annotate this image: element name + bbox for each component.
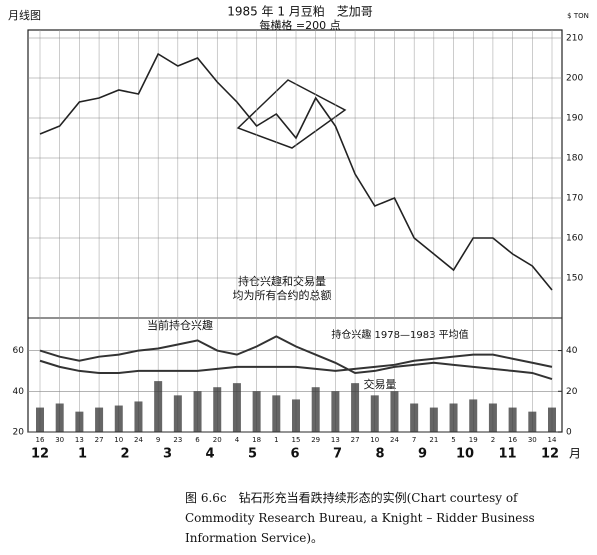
y-tick-label: 160 bbox=[566, 234, 583, 244]
month-label: 6 bbox=[290, 447, 299, 462]
month-label: 9 bbox=[418, 447, 427, 462]
volume-bar bbox=[370, 395, 379, 432]
volume-bar bbox=[114, 405, 123, 432]
x-tick-label: 29 bbox=[311, 436, 320, 444]
volume-bar bbox=[410, 403, 419, 432]
volume-bar bbox=[36, 407, 44, 432]
month-label: 10 bbox=[456, 447, 474, 462]
x-tick-label: 13 bbox=[75, 436, 84, 444]
volume-bar bbox=[548, 407, 556, 432]
volume-bar bbox=[488, 403, 497, 432]
month-label: 7 bbox=[333, 447, 342, 462]
y2-tick-label: 0 bbox=[566, 428, 572, 438]
y-tick-label: 210 bbox=[566, 34, 583, 44]
y-tick-label: 60 bbox=[13, 346, 25, 356]
x-tick-label: 20 bbox=[213, 436, 222, 444]
volume-bar bbox=[469, 399, 478, 432]
volume-bar bbox=[75, 411, 84, 432]
month-label: 12 bbox=[31, 447, 49, 462]
series-line bbox=[39, 353, 553, 374]
chart-title: 1985 年 1 月豆粕 芝加哥 bbox=[227, 4, 373, 19]
x-tick-label: 18 bbox=[252, 436, 261, 444]
x-tick-label: 14 bbox=[548, 436, 557, 444]
x-tick-label: 7 bbox=[412, 436, 416, 444]
volume-bar bbox=[173, 395, 182, 432]
x-tick-label: 19 bbox=[469, 436, 478, 444]
x-tick-label: 24 bbox=[134, 436, 143, 444]
series-line bbox=[39, 52, 553, 291]
x-tick-label: 10 bbox=[114, 436, 123, 444]
volume-bar bbox=[272, 395, 281, 432]
month-unit: 月 bbox=[569, 447, 581, 461]
volume-bar bbox=[449, 403, 458, 432]
x-tick-label: 27 bbox=[95, 436, 104, 444]
diamond-pattern bbox=[236, 79, 347, 149]
x-tick-label: 23 bbox=[173, 436, 182, 444]
chart: 月线图 1985 年 1 月豆粕 芝加哥 每横格 =200 点 $ TON 持仓… bbox=[8, 4, 589, 462]
volume-bar bbox=[429, 407, 438, 432]
chart-subtitle: 每横格 =200 点 bbox=[259, 18, 340, 32]
x-tick-label: 24 bbox=[390, 436, 399, 444]
volume-bar bbox=[134, 401, 143, 432]
x-tick-label: 16 bbox=[508, 436, 517, 444]
volume-bar bbox=[351, 383, 360, 432]
y2-tick-label: 40 bbox=[566, 346, 578, 356]
volume-bar bbox=[193, 391, 202, 432]
volume-bar bbox=[154, 381, 163, 432]
annotation: 当前持仓兴趣 bbox=[147, 318, 213, 332]
volume-bar bbox=[390, 391, 399, 432]
note: 均为所有合约的总额 bbox=[233, 288, 332, 302]
caption: 图 6.6c 钻石形充当看跌持续形态的实例(Chart courtesy of … bbox=[185, 491, 535, 545]
annotation: 交易量 bbox=[364, 377, 397, 391]
x-tick-label: 30 bbox=[528, 436, 537, 444]
x-tick-label: 2 bbox=[491, 436, 495, 444]
month-label: 1 bbox=[78, 447, 87, 462]
series-line bbox=[39, 335, 553, 381]
x-tick-label: 30 bbox=[55, 436, 64, 444]
x-tick-label: 15 bbox=[292, 436, 301, 444]
annotation: 持仓兴趣 1978—1983 平均值 bbox=[331, 328, 468, 341]
y-unit: $ TON bbox=[567, 12, 589, 20]
y-tick-label: 20 bbox=[13, 428, 25, 438]
volume-bar bbox=[292, 399, 300, 432]
x-tick-label: 16 bbox=[36, 436, 45, 444]
note: 持仓兴趣和交易量 bbox=[238, 274, 326, 288]
month-label: 8 bbox=[375, 447, 384, 462]
x-tick-label: 4 bbox=[235, 436, 240, 444]
month-label: 11 bbox=[498, 447, 516, 462]
volume-bar bbox=[95, 407, 104, 432]
x-tick-label: 13 bbox=[331, 436, 340, 444]
month-label: 4 bbox=[205, 447, 214, 462]
y-tick-label: 190 bbox=[566, 114, 583, 124]
x-tick-label: 21 bbox=[429, 436, 438, 444]
month-label: 12 bbox=[541, 447, 559, 462]
y-tick-label: 40 bbox=[13, 387, 25, 397]
month-label: 2 bbox=[120, 447, 129, 462]
month-label: 5 bbox=[248, 447, 257, 462]
volume-bar bbox=[213, 387, 222, 432]
y-tick-label: 170 bbox=[566, 194, 583, 204]
volume-bar bbox=[508, 407, 517, 432]
y-tick-label: 180 bbox=[566, 154, 583, 164]
x-tick-label: 27 bbox=[351, 436, 360, 444]
x-tick-label: 6 bbox=[195, 436, 200, 444]
y2-tick-label: 20 bbox=[566, 387, 578, 397]
x-tick-label: 10 bbox=[370, 436, 379, 444]
y-tick-label: 200 bbox=[566, 74, 583, 84]
volume-bar bbox=[252, 391, 261, 432]
y-tick-label: 150 bbox=[566, 274, 583, 284]
x-tick-label: 9 bbox=[156, 436, 160, 444]
x-tick-label: 1 bbox=[274, 436, 278, 444]
volume-bar bbox=[311, 387, 320, 432]
volume-bar bbox=[232, 383, 241, 432]
frame bbox=[27, 29, 563, 433]
corner-label: 月线图 bbox=[8, 8, 41, 22]
volume-bar bbox=[55, 403, 64, 432]
x-tick-label: 5 bbox=[451, 436, 455, 444]
volume-bar bbox=[528, 411, 537, 432]
volume-bar bbox=[331, 391, 340, 432]
month-label: 3 bbox=[163, 447, 172, 462]
